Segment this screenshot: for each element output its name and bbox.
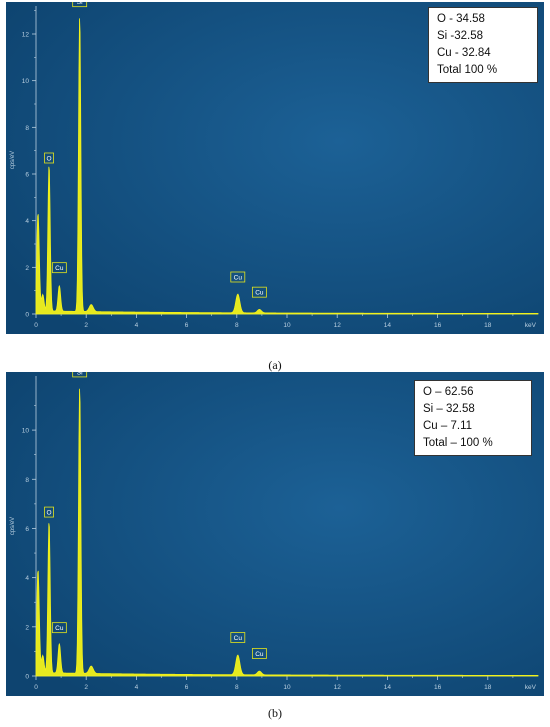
x-tick-label: 14 [384, 684, 392, 691]
peak-label-cu: Cu [55, 625, 64, 632]
x-tick-label: 2 [84, 684, 88, 691]
legend-entry-cu: Cu - 32.84 [437, 47, 491, 59]
x-tick-label: 6 [185, 684, 189, 691]
legend-entry-total: Total – 100 % [423, 437, 493, 449]
x-axis-label: keV [525, 322, 537, 329]
y-tick-label: 2 [25, 624, 29, 631]
y-tick-label: 4 [25, 575, 29, 582]
x-tick-label: 6 [185, 322, 189, 329]
y-tick-label: 4 [25, 218, 29, 225]
peak-label-cu: Cu [255, 290, 264, 297]
legend-entry-cu: Cu – 7.11 [423, 420, 473, 432]
peak-label-o: O [47, 510, 52, 517]
caption-a: (a) [268, 358, 282, 372]
peak-label-box [44, 152, 54, 164]
peak-label-box [251, 648, 267, 659]
x-tick-label: 10 [283, 684, 291, 691]
peak-label-cu: Cu [55, 265, 64, 272]
caption-b: (b) [268, 706, 282, 720]
peak-label-box [44, 506, 54, 518]
peak-label-box [230, 271, 246, 283]
x-tick-label: 12 [334, 322, 342, 329]
legend-entry-si: Si -32.58 [437, 30, 484, 42]
x-tick-label: 8 [235, 322, 239, 329]
x-tick-label: 0 [34, 322, 38, 329]
y-axis-label: cps/eV [10, 151, 16, 169]
peak-label-box [51, 262, 67, 274]
x-tick-label: 4 [135, 684, 139, 691]
x-tick-label: 4 [135, 322, 139, 329]
composition-legend-b: O – 62.56 Si – 32.58 Cu – 7.11 Total – 1… [414, 380, 532, 456]
peak-label-box [51, 622, 67, 634]
eds-spectrum-b: 0 2 4 6 8 10 12 14 16 18 keV 0 2 4 6 8 10 cps/eV O Cu Si Cu Cu… [6, 372, 544, 696]
legend-entry-total: Total 100 % [437, 64, 498, 76]
y-tick-label: 0 [25, 674, 29, 681]
peak-label-box [230, 632, 246, 643]
y-tick-label: 6 [25, 526, 29, 533]
peak-label-si: Si [77, 372, 83, 376]
x-tick-label: 18 [484, 684, 492, 691]
peak-label-cu: Cu [234, 635, 243, 642]
peak-label-o: O [47, 156, 52, 163]
y-tick-label: 6 [25, 172, 29, 179]
x-tick-label: 8 [235, 684, 239, 691]
spectrum-trace [35, 18, 539, 315]
x-axis-label: keV [525, 684, 537, 691]
y-tick-label: 2 [25, 265, 29, 272]
peak-label-cu: Cu [255, 651, 264, 658]
legend-entry-o: O - 34.58 [437, 13, 485, 25]
x-tick-label: 12 [334, 684, 342, 691]
composition-legend-a: O - 34.58 Si -32.58 Cu - 32.84 Total 100… [428, 7, 538, 83]
y-tick-label: 8 [25, 477, 29, 484]
x-tick-label: 16 [434, 322, 442, 329]
x-tick-label: 2 [84, 322, 88, 329]
x-tick-label: 0 [34, 684, 38, 691]
eds-spectrum-a: 0 2 4 6 8 10 12 14 16 18 keV 0 2 4 6 8 10 12 cps/eV O Cu Si Cu… [6, 2, 544, 334]
y-tick-label: 10 [22, 78, 30, 85]
x-tick-label: 16 [434, 684, 442, 691]
spectrum-trace [35, 388, 539, 677]
x-tick-label: 18 [484, 322, 492, 329]
y-tick-label: 8 [25, 125, 29, 132]
y-tick-label: 12 [22, 32, 30, 39]
x-tick-label: 10 [283, 322, 291, 329]
legend-entry-o: O – 62.56 [423, 386, 474, 398]
peak-label-box [251, 286, 267, 298]
y-tick-label: 0 [25, 312, 29, 319]
peak-label-si: Si [77, 2, 83, 6]
x-tick-label: 14 [384, 322, 392, 329]
y-axis-label: cps/eV [10, 517, 16, 535]
peak-label-box [72, 372, 88, 378]
peak-label-box [72, 2, 88, 8]
legend-entry-si: Si – 32.58 [423, 403, 475, 415]
peak-label-cu: Cu [234, 275, 243, 282]
y-tick-label: 10 [22, 428, 30, 435]
